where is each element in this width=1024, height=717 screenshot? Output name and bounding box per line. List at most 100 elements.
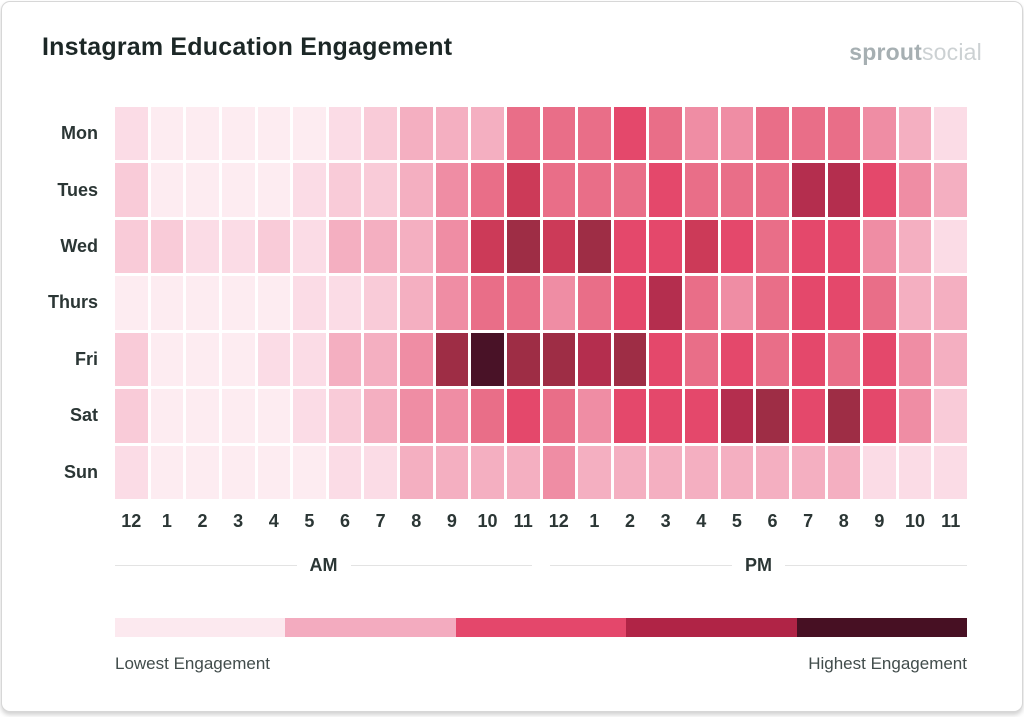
heatmap-cell-sat-10	[471, 389, 504, 443]
heatmap-cell-thurs-5	[293, 276, 326, 330]
hour-label-22: 10	[905, 510, 926, 531]
heatmap-cell-wed-21	[863, 219, 896, 274]
heatmap-cell-sat-22	[898, 389, 932, 443]
heatmap-cell-thurs-12	[542, 276, 576, 330]
heatmap-cell-wed-3	[221, 219, 255, 274]
logo-text-sprout: sprout	[849, 39, 922, 65]
heatmap-cell-fri-15	[649, 332, 682, 387]
heatmap-cell-wed-0	[115, 219, 148, 274]
hour-label-18: 6	[767, 510, 778, 531]
heatmap-cell-tues-8	[400, 163, 433, 217]
hour-label-2: 2	[197, 510, 208, 531]
hour-label-0: 12	[121, 510, 142, 531]
am-left-rule	[115, 564, 297, 566]
hour-label-7: 7	[375, 510, 386, 531]
heatmap-cell-sun-3	[221, 445, 255, 499]
hour-label-3: 3	[233, 510, 244, 531]
heatmap-cell-mon-15	[649, 107, 682, 161]
hour-label-21: 9	[874, 510, 885, 531]
heatmap-cell-mon-9	[435, 107, 469, 161]
legend-color-scale	[115, 618, 968, 637]
heatmap-cell-sat-11	[506, 389, 540, 443]
heatmap-cell-sun-11	[506, 445, 540, 499]
heatmap-cell-tues-20	[827, 163, 861, 217]
legend-segment-1	[285, 618, 456, 637]
pm-label: PM	[745, 554, 772, 575]
heatmap-cell-thurs-7	[364, 276, 397, 330]
heatmap-cell-thurs-17	[720, 276, 754, 330]
heatmap-cell-fri-11	[506, 332, 540, 387]
heatmap-cell-mon-21	[863, 107, 896, 161]
heatmap-cell-tues-9	[435, 163, 469, 217]
heatmap-cell-sun-6	[328, 445, 362, 499]
hour-label-8: 8	[411, 510, 422, 531]
heatmap-cell-sun-8	[400, 445, 433, 499]
heatmap-cell-thurs-10	[471, 276, 504, 330]
am-group: AM	[115, 553, 541, 577]
heatmap-cell-fri-14	[613, 332, 647, 387]
heatmap-cell-mon-14	[613, 107, 647, 161]
heatmap-cell-wed-17	[720, 219, 754, 274]
pm-left-rule	[550, 564, 732, 566]
heatmap-cell-wed-15	[649, 219, 682, 274]
heatmap-cell-fri-8	[400, 332, 433, 387]
hour-label-13: 1	[589, 510, 600, 531]
heatmap-cell-tues-1	[150, 163, 184, 217]
heatmap-cell-mon-13	[578, 107, 611, 161]
heatmap-cell-fri-20	[827, 332, 861, 387]
heatmap-cell-mon-4	[257, 107, 291, 161]
heatmap-cell-sun-12	[542, 445, 576, 499]
heatmap-cell-tues-2	[186, 163, 219, 217]
page-title: Instagram Education Engagement	[42, 33, 453, 61]
heatmap-cell-sun-23	[934, 445, 967, 499]
legend-segment-4	[796, 618, 968, 637]
heatmap-cell-thurs-20	[827, 276, 861, 330]
heatmap-cell-sun-19	[791, 445, 825, 499]
legend-segment-0	[115, 618, 286, 637]
heatmap-cell-wed-20	[827, 219, 861, 274]
legend-labels: Lowest Engagement Highest Engagement	[115, 654, 967, 676]
heatmap-cell-wed-16	[685, 219, 718, 274]
heatmap-cell-mon-18	[756, 107, 789, 161]
heatmap-cell-tues-11	[506, 163, 540, 217]
day-label-thurs: Thurs	[47, 292, 98, 313]
heatmap-cell-mon-23	[934, 107, 967, 161]
heatmap-cell-sat-21	[863, 389, 896, 443]
hour-label-6: 6	[340, 510, 351, 531]
hour-label-9: 9	[446, 510, 457, 531]
heatmap-cell-fri-0	[115, 332, 148, 387]
heatmap-cell-sun-16	[685, 445, 718, 499]
hour-label-19: 7	[803, 510, 814, 531]
legend-highest-label: Highest Engagement	[808, 654, 967, 673]
heatmap-cell-sun-22	[898, 445, 932, 499]
heatmap-cell-thurs-8	[400, 276, 433, 330]
heatmap-cell-fri-21	[863, 332, 896, 387]
heatmap-cell-tues-6	[328, 163, 362, 217]
heatmap-cell-thurs-23	[934, 276, 967, 330]
heatmap-cell-mon-5	[293, 107, 326, 161]
heatmap-cell-sun-9	[435, 445, 469, 499]
heatmap-cell-fri-23	[934, 332, 967, 387]
heatmap-cell-wed-6	[328, 219, 362, 274]
heatmap-cell-tues-17	[720, 163, 754, 217]
sproutsocial-logo: sproutsocial	[849, 39, 982, 66]
heatmap-cell-fri-6	[328, 332, 362, 387]
heatmap-cell-sat-12	[542, 389, 576, 443]
heatmap-cell-thurs-18	[756, 276, 789, 330]
heatmap-cell-wed-14	[613, 219, 647, 274]
heatmap-cell-wed-2	[186, 219, 219, 274]
heatmap-cell-sat-8	[400, 389, 433, 443]
heatmap-cell-fri-13	[578, 332, 611, 387]
heatmap-cell-fri-5	[293, 332, 326, 387]
heatmap-cell-sun-13	[578, 445, 611, 499]
heatmap-cell-tues-7	[364, 163, 397, 217]
heatmap-cell-thurs-3	[221, 276, 255, 330]
heatmap-cell-tues-12	[542, 163, 576, 217]
heatmap-cell-mon-17	[720, 107, 754, 161]
heatmap-cell-fri-1	[150, 332, 184, 387]
hour-label-4: 4	[268, 510, 279, 531]
hour-label-20: 8	[838, 510, 849, 531]
day-label-mon: Mon	[61, 123, 98, 144]
heatmap-cell-wed-9	[435, 219, 469, 274]
